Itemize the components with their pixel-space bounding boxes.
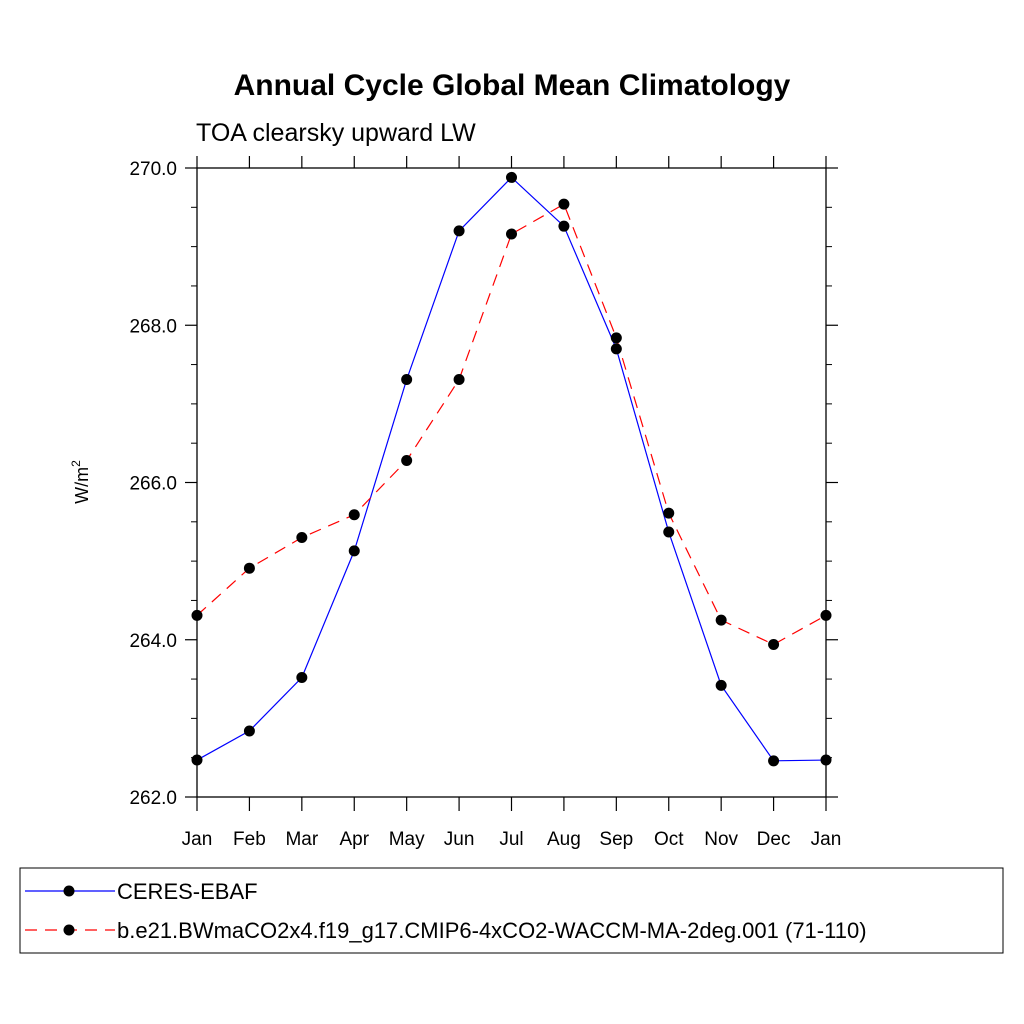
data-point-s0-1 bbox=[243, 725, 255, 737]
chart-title: Annual Cycle Global Mean Climatology bbox=[234, 69, 791, 102]
x-tick-label: Feb bbox=[233, 829, 266, 850]
data-point-s0-10 bbox=[715, 679, 727, 691]
data-point-s1-5 bbox=[453, 374, 465, 386]
legend-box bbox=[19, 867, 1004, 954]
x-tick-label: Apr bbox=[339, 829, 369, 850]
data-point-s0-0 bbox=[191, 754, 203, 766]
data-point-s0-9 bbox=[663, 526, 675, 538]
series-layer bbox=[191, 171, 832, 767]
data-point-s0-5 bbox=[453, 225, 465, 237]
x-tick-label: Oct bbox=[654, 829, 684, 850]
data-point-s1-10 bbox=[715, 614, 727, 626]
chart-subtitle: TOA clearsky upward LW bbox=[196, 119, 476, 147]
x-tick-label: Jul bbox=[499, 829, 523, 850]
series-line-1 bbox=[196, 203, 827, 646]
legend-marker-1 bbox=[63, 924, 75, 936]
series-line-0 bbox=[196, 176, 827, 762]
data-point-s0-3 bbox=[348, 545, 360, 557]
legend: CERES-EBAF b.e21.BWmaCO2x4.f19_g17.CMIP6-… bbox=[25, 879, 867, 943]
legend-marker-0 bbox=[63, 885, 75, 897]
plot-frame bbox=[196, 167, 827, 798]
data-point-s0-2 bbox=[296, 671, 308, 683]
data-point-s0-11 bbox=[768, 755, 780, 767]
data-point-s1-0 bbox=[191, 609, 203, 621]
x-tick-label: Nov bbox=[704, 829, 738, 850]
data-point-s1-12 bbox=[820, 609, 832, 621]
x-tick-label: Aug bbox=[547, 829, 581, 850]
y-tick-label: 266.0 bbox=[129, 474, 177, 495]
x-axis: Jan Feb Mar Apr May Jun Jul Aug Sep Oct Nov Dec Jan bbox=[182, 156, 842, 850]
data-point-s1-4 bbox=[401, 454, 413, 466]
x-tick-label: Jan bbox=[182, 829, 213, 850]
data-point-s0-12 bbox=[820, 754, 832, 766]
y-tick-label: 264.0 bbox=[129, 631, 177, 652]
y-axis-label-superscript: 2 bbox=[69, 460, 83, 467]
data-point-s1-9 bbox=[663, 507, 675, 519]
data-point-s1-3 bbox=[348, 509, 360, 521]
x-tick-label: Dec bbox=[757, 829, 791, 850]
data-point-s0-7 bbox=[558, 220, 570, 232]
data-point-s0-4 bbox=[401, 374, 413, 386]
x-tick-label: Sep bbox=[599, 829, 633, 850]
x-tick-label: May bbox=[389, 829, 425, 850]
data-point-s0-8 bbox=[610, 343, 622, 355]
y-tick-label: 270.0 bbox=[129, 159, 177, 180]
data-point-s1-7 bbox=[558, 198, 570, 210]
x-tick-label: Mar bbox=[285, 829, 318, 850]
data-point-s1-8 bbox=[610, 332, 622, 344]
y-axis: 262.0 264.0 266.0 268.0 270.0 bbox=[129, 159, 838, 809]
data-point-s0-6 bbox=[506, 171, 517, 183]
data-point-s1-2 bbox=[296, 532, 308, 544]
y-tick-label: 268.0 bbox=[129, 316, 177, 337]
data-point-s1-6 bbox=[506, 228, 517, 240]
data-point-s1-1 bbox=[243, 562, 255, 574]
x-tick-label: Jan bbox=[811, 829, 842, 850]
x-tick-label: Jun bbox=[444, 829, 475, 850]
y-tick-label: 262.0 bbox=[129, 788, 177, 809]
data-point-s1-11 bbox=[768, 638, 780, 650]
legend-label-1: b.e21.BWmaCO2x4.f19_g17.CMIP6-4xCO2-WACC… bbox=[117, 918, 867, 943]
legend-label-0: CERES-EBAF bbox=[117, 879, 258, 904]
y-axis-label-base: W/m bbox=[72, 467, 92, 504]
y-axis-label: W/m2 bbox=[69, 460, 92, 504]
